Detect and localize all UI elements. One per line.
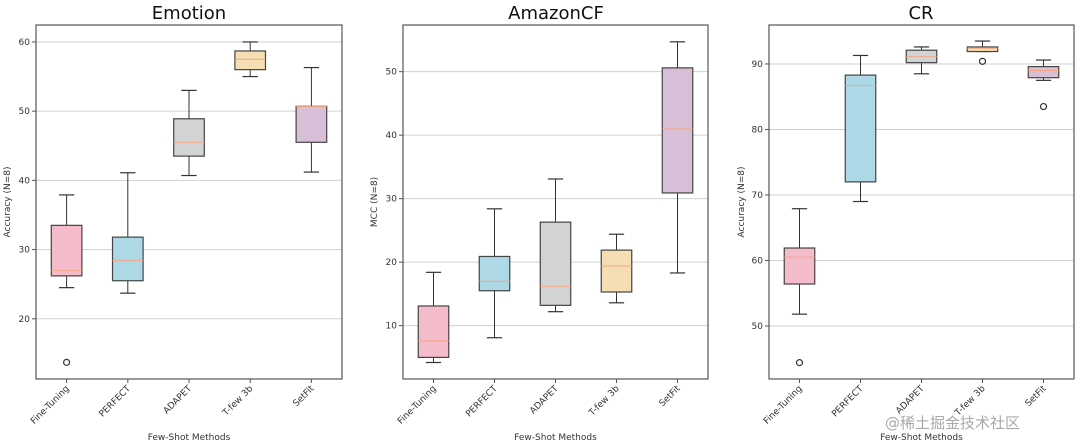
x-tick-label: ADAPET — [528, 384, 561, 417]
chart-panel-amazoncf: 10 20 30 40 50 Fine-Tuning PERFECT ADAPET T-few … — [370, 3, 709, 443]
y-axis-label: MCC (N=8) — [370, 177, 380, 227]
iqr-box — [783, 247, 816, 285]
box-adapet — [173, 89, 205, 177]
y-tick-label: 10 — [386, 322, 398, 332]
iqr-box — [844, 74, 877, 183]
y-tick-label: 80 — [752, 125, 764, 135]
y-tick-label: 50 — [19, 107, 31, 117]
y-tick-label: 60 — [752, 256, 764, 266]
y-tick-label: 60 — [19, 38, 31, 48]
box-t-few-3b — [600, 233, 633, 304]
y-tick-label: 40 — [386, 131, 398, 141]
box-perfect — [111, 172, 144, 294]
outlier-point — [795, 359, 804, 367]
chart-panel-emotion: 20 30 40 50 60 Fine-Tuning PERFECT ADAPET T-few … — [3, 3, 343, 443]
x-tick-label: PERFECT — [464, 384, 500, 420]
outlier-point — [978, 57, 987, 65]
chart-title: CR — [908, 3, 933, 24]
y-tick-label: 30 — [19, 246, 31, 256]
iqr-box — [1027, 65, 1060, 79]
y-tick-label: 70 — [752, 191, 764, 201]
y-axis-label: Accuracy (N=8) — [737, 167, 747, 238]
chart-title: AmazonCF — [508, 3, 604, 24]
chart-title: Emotion — [152, 3, 226, 24]
watermark: @稀土掘金技术社区 — [885, 414, 1021, 432]
outlier-point — [1039, 102, 1048, 111]
iqr-box — [111, 236, 144, 282]
iqr-box — [966, 46, 999, 53]
y-tick-label: 50 — [752, 322, 764, 332]
box-adapet — [539, 178, 572, 313]
y-axis-label: Accuracy (N=8) — [3, 167, 13, 238]
y-tick-label: 20 — [386, 258, 398, 268]
x-axis-label: Few-Shot Methods — [148, 433, 231, 443]
box-fine-tuning — [783, 208, 816, 367]
x-tick-label: SetFit — [1024, 384, 1049, 409]
y-tick-label: 90 — [752, 60, 764, 70]
x-axis-label: Few-Shot Methods — [880, 433, 963, 443]
box-setfit — [295, 66, 328, 173]
x-tick-label: ADAPET — [162, 384, 195, 417]
x-tick-label: SetFit — [658, 384, 683, 409]
iqr-box — [661, 67, 694, 194]
y-tick-label: 30 — [386, 195, 398, 205]
y-tick-label: 50 — [386, 68, 398, 78]
outlier-point — [62, 358, 71, 366]
box-fine-tuning — [50, 194, 83, 366]
iqr-box — [539, 221, 572, 306]
iqr-box — [50, 224, 83, 277]
box-setfit — [661, 41, 694, 274]
x-tick-label: SetFit — [292, 384, 317, 409]
iqr-box — [478, 255, 511, 292]
plot-frame — [35, 24, 343, 380]
iqr-box — [600, 249, 633, 293]
x-tick-label: PERFECT — [98, 384, 134, 420]
x-tick-label: T-few 3b — [587, 384, 622, 419]
box-setfit — [1027, 59, 1060, 111]
box-t-few-3b — [966, 40, 999, 65]
iqr-box — [173, 118, 205, 157]
iqr-box — [234, 50, 267, 71]
x-tick-label: Fine-Tuning — [762, 384, 805, 427]
box-perfect — [478, 208, 511, 339]
x-axis-label: Few-Shot Methods — [514, 433, 597, 443]
y-tick-label: 20 — [19, 315, 31, 325]
plot-frame — [402, 24, 709, 380]
box-adapet — [905, 46, 938, 75]
box-perfect — [844, 54, 877, 203]
y-tick-label: 40 — [19, 176, 31, 186]
x-tick-label: PERFECT — [830, 384, 866, 420]
box-t-few-3b — [234, 41, 267, 78]
x-tick-label: T-few 3b — [220, 384, 255, 419]
iqr-box — [295, 105, 328, 143]
box-fine-tuning — [417, 271, 450, 364]
plot-frame — [768, 24, 1075, 380]
iqr-box — [417, 305, 450, 359]
x-tick-label: Fine-Tuning — [396, 384, 439, 427]
x-tick-label: Fine-Tuning — [29, 384, 72, 427]
